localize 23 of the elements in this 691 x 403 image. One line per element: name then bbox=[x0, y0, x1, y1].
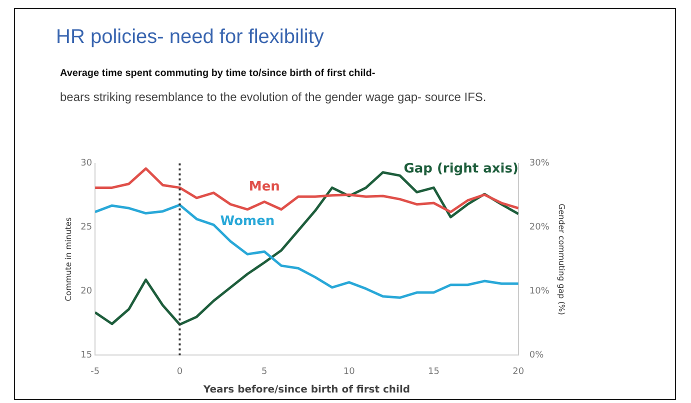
x-tick-label: 15 bbox=[428, 366, 440, 377]
text: bears striking resemblance to the evolution of the gender wage gap- source IFS. bbox=[60, 90, 486, 104]
x-axis-title: Years before/since birth of first child bbox=[202, 384, 410, 396]
series-label: Men bbox=[248, 180, 280, 195]
y2-tick-label: 0% bbox=[529, 350, 544, 361]
y-tick-label: 15 bbox=[80, 350, 92, 361]
chart-title: HR policies- need for flexibility bbox=[56, 26, 324, 49]
y-axis-title: Commute in minutes bbox=[64, 217, 73, 302]
series-label: Women bbox=[220, 214, 275, 230]
x-tick-label: 5 bbox=[262, 366, 268, 377]
y2-tick-label: 20% bbox=[529, 222, 550, 233]
series-label: Gap (right axis) bbox=[404, 161, 518, 176]
y2-tick-label: 30% bbox=[529, 158, 550, 169]
x-tick-label: 10 bbox=[343, 366, 356, 377]
y2-tick-label: 10% bbox=[529, 286, 550, 297]
y-tick-label: 25 bbox=[80, 222, 92, 233]
y-tick-label: 20 bbox=[80, 286, 92, 297]
x-tick-label: -5 bbox=[90, 366, 100, 377]
y2-axis-title: Gender commuting gap (%) bbox=[557, 204, 566, 316]
y-tick-label: 30 bbox=[80, 158, 92, 169]
x-tick-label: 20 bbox=[512, 366, 524, 377]
x-tick-label: 0 bbox=[176, 366, 183, 377]
chart-subtitle: Average time spent commuting by time to/since birth of first child- bbox=[60, 68, 376, 79]
